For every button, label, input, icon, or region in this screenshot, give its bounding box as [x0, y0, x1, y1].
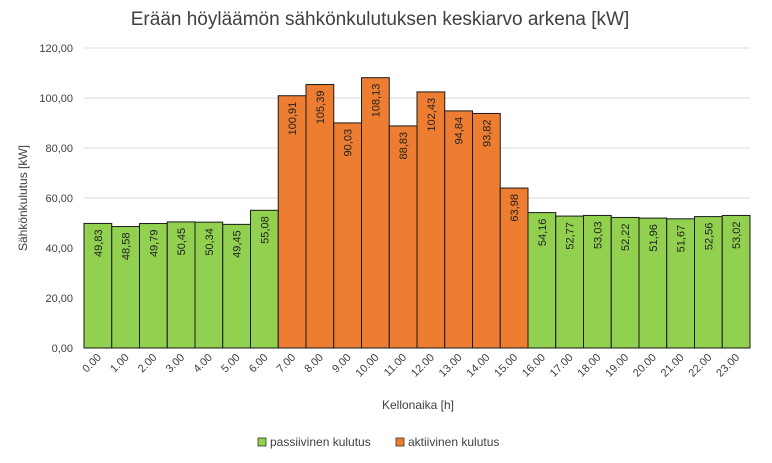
bar: [721, 214, 751, 349]
x-tick-label: 18.00: [576, 352, 604, 380]
bar: [527, 212, 557, 349]
x-tick-label: 13.00: [437, 352, 465, 380]
x-tick-label: 3.00: [164, 352, 188, 376]
y-axis-ticks: 0,00 20,00 40,00 60,00 80,00 100,00 120,00: [39, 43, 73, 355]
x-tick-label: 12.00: [409, 352, 437, 380]
legend-label: aktiivinen kulutus: [408, 435, 499, 449]
bar-value-label: 50,34: [204, 228, 216, 256]
bar-value-label: 51,67: [676, 225, 688, 253]
bar-value-label: 52,77: [565, 222, 577, 250]
bar-value-label: 53,02: [731, 221, 743, 249]
bar: [416, 91, 446, 349]
bar: [361, 77, 390, 349]
bar-value-label: 88,83: [398, 132, 410, 160]
x-tick-label: 17.00: [548, 352, 576, 380]
bar: [638, 217, 668, 349]
y-tick-label: 0,00: [52, 343, 73, 355]
bar-value-label: 49,83: [93, 229, 105, 257]
legend-label: passiivinen kulutus: [270, 435, 371, 449]
bar-value-label: 50,45: [176, 228, 188, 256]
bar: [83, 222, 113, 349]
y-tick-label: 80,00: [45, 143, 73, 155]
bar-value-label: 52,22: [620, 223, 632, 251]
x-tick-label: 23.00: [714, 352, 742, 380]
bar: [499, 187, 529, 349]
x-tick-label: 16.00: [520, 352, 548, 380]
bar-value-label: 54,16: [537, 219, 549, 247]
y-tick-label: 120,00: [39, 43, 73, 55]
y-tick-label: 60,00: [45, 193, 73, 205]
bar-value-label: 108,13: [370, 84, 382, 118]
x-tick-label: 7.00: [275, 352, 299, 376]
x-tick-label: 6.00: [247, 352, 271, 376]
legend-swatch: [395, 437, 405, 447]
x-tick-label: 4.00: [191, 352, 215, 376]
bar-value-label: 51,96: [648, 224, 660, 252]
bar: [555, 215, 584, 349]
bar: [666, 218, 695, 349]
x-axis-title: Kellonaika [h]: [382, 398, 454, 412]
bar: [166, 221, 196, 349]
bar-value-label: 105,39: [315, 91, 327, 125]
bar-value-label: 94,84: [454, 117, 466, 145]
bar: [472, 112, 501, 349]
x-tick-label: 22.00: [687, 352, 715, 380]
x-tick-label: 0.00: [80, 352, 104, 376]
x-tick-label: 8.00: [302, 352, 326, 376]
bar: [694, 216, 723, 349]
bar-value-label: 63,98: [509, 194, 521, 222]
bar: [444, 110, 473, 349]
bar: [194, 221, 224, 349]
y-tick-label: 40,00: [45, 243, 73, 255]
legend-swatch: [257, 437, 267, 447]
x-tick-label: 1.00: [108, 352, 132, 376]
bar: [583, 214, 612, 349]
bar-value-label: 100,91: [287, 102, 299, 136]
bar: [305, 84, 335, 349]
x-tick-label: 10.00: [354, 352, 382, 380]
bar-value-label: 52,56: [703, 223, 715, 251]
bar-value-label: 48,58: [121, 233, 133, 261]
x-tick-label: 14.00: [465, 352, 493, 380]
x-tick-label: 11.00: [382, 352, 409, 379]
bar-value-label: 102,43: [426, 98, 438, 132]
x-tick-label: 2.00: [136, 352, 160, 376]
chart-title: Erään höyläämön sähkönkulutuksen keskiar…: [131, 9, 629, 30]
bar: [222, 223, 251, 349]
y-tick-label: 100,00: [39, 93, 73, 105]
x-tick-label: 5.00: [219, 352, 243, 376]
bar-value-label: 53,03: [592, 221, 604, 249]
x-tick-label: 19.00: [603, 352, 631, 380]
bar-value-label: 93,82: [481, 119, 493, 147]
y-tick-label: 20,00: [45, 293, 73, 305]
bar-value-label: 55,08: [259, 216, 271, 244]
y-axis-title: Sähkönkulutus [kW]: [16, 145, 30, 251]
x-tick-label: 15.00: [492, 352, 520, 380]
x-tick-label: 21.00: [659, 352, 687, 380]
bar-value-label: 49,79: [148, 230, 160, 258]
x-tick-label: 9.00: [330, 352, 354, 376]
bar-value-label: 90,03: [343, 129, 355, 157]
bar-value-label: 49,45: [232, 230, 244, 258]
bar: [111, 226, 140, 349]
x-tick-label: 20.00: [631, 352, 659, 380]
bars: 49,83 48,58 49,79 50,45 50,34 49,45 55,08 100,9…: [83, 77, 751, 349]
x-axis-ticks: 0.00 1.00 2.00 3.00 4.00 5.00 6.00 7.00 8.00 9.00…: [80, 352, 742, 380]
legend: passiivinen kulutus aktiivinen kulutus: [257, 435, 499, 449]
bar: [139, 223, 168, 349]
